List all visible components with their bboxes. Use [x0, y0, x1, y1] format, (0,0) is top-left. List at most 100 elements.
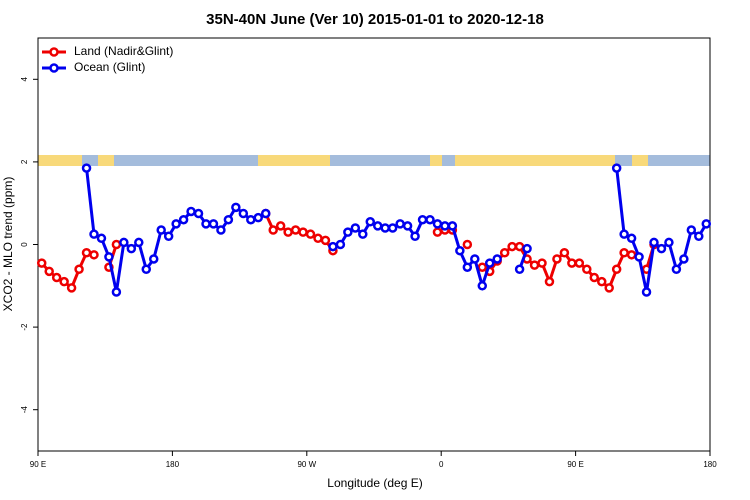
data-point	[417, 214, 428, 225]
data-point	[343, 227, 353, 237]
data-point	[470, 254, 480, 264]
data-point	[477, 281, 488, 291]
data-point	[514, 241, 525, 252]
data-point	[619, 229, 629, 239]
data-point	[298, 227, 308, 237]
x-tick-label: 90 E	[567, 460, 583, 469]
y-axis-label: XCO2 - MLO trend (ppm)	[1, 177, 15, 312]
land-strip	[38, 155, 82, 166]
data-point	[335, 239, 346, 250]
data-point	[589, 272, 600, 283]
data-point	[260, 208, 271, 219]
data-point	[529, 260, 540, 270]
chart-title: 35N-40N June (Ver 10) 2015-01-01 to 2020…	[206, 11, 544, 28]
data-point	[268, 225, 278, 235]
y-tick-label: -2	[20, 323, 29, 331]
data-point	[104, 252, 114, 262]
data-point	[537, 258, 547, 268]
data-point	[358, 229, 368, 239]
data-point	[544, 276, 555, 287]
y-tick-label: 0	[20, 242, 29, 247]
data-point	[679, 254, 689, 264]
data-point	[432, 219, 443, 229]
data-point	[201, 219, 211, 229]
data-point	[499, 248, 510, 258]
y-tick-label: 2	[20, 159, 29, 164]
data-point	[111, 239, 122, 250]
data-point	[626, 250, 637, 260]
data-point	[156, 225, 166, 235]
legend: Land (Nadir&Glint) Ocean (Glint)	[42, 44, 173, 74]
data-point	[328, 241, 338, 252]
data-point	[81, 163, 92, 173]
data-point	[238, 208, 249, 219]
data-point	[567, 258, 577, 268]
series-line	[85, 167, 267, 293]
data-point	[552, 254, 562, 264]
data-point	[36, 258, 47, 268]
data-point	[134, 237, 144, 248]
data-point	[275, 221, 286, 231]
land-strip	[430, 155, 442, 166]
data-point	[141, 264, 152, 275]
data-point	[305, 229, 316, 239]
data-point	[208, 219, 219, 229]
data-point	[656, 243, 667, 254]
data-point	[380, 223, 390, 233]
legend-marker	[49, 47, 59, 57]
data-point	[507, 241, 517, 252]
data-point	[119, 237, 129, 248]
data-point	[626, 233, 637, 244]
y-tick-label: -4	[20, 406, 29, 414]
data-point	[193, 208, 204, 219]
data-point	[611, 163, 622, 173]
x-tick-label: 0	[439, 460, 444, 469]
data-point	[171, 219, 181, 229]
data-point	[462, 239, 473, 250]
data-point	[694, 231, 704, 241]
data-point	[74, 264, 84, 275]
data-point	[447, 221, 458, 231]
data-point	[619, 248, 629, 258]
data-point	[223, 214, 234, 225]
x-tick-label: 180	[166, 460, 180, 469]
surface-strip	[38, 155, 710, 166]
data-point	[671, 264, 682, 275]
data-point	[596, 276, 607, 287]
data-point	[484, 258, 495, 268]
data-point	[89, 250, 99, 260]
data-point	[66, 283, 77, 293]
data-point	[163, 231, 174, 241]
data-point	[253, 212, 264, 223]
data-point	[231, 202, 241, 213]
data-point	[477, 262, 488, 272]
land-strip	[98, 155, 114, 166]
ocean-strip	[38, 155, 710, 166]
data-point	[432, 227, 443, 237]
land-strip	[258, 155, 330, 166]
data-point	[313, 233, 323, 244]
data-point	[148, 254, 159, 264]
legend-label: Ocean (Glint)	[74, 60, 145, 74]
data-point	[664, 237, 674, 248]
data-point	[574, 258, 585, 268]
data-point	[387, 223, 398, 233]
data-point	[410, 231, 420, 241]
data-point	[111, 287, 122, 297]
data-point	[611, 264, 622, 275]
land-strip	[455, 155, 615, 166]
data-point	[290, 225, 301, 235]
data-point	[44, 266, 54, 277]
data-point	[455, 245, 465, 256]
data-point	[89, 229, 99, 239]
data-point	[425, 214, 435, 225]
x-tick-label: 90 W	[297, 460, 316, 469]
data-point	[604, 283, 614, 293]
data-point	[634, 252, 644, 262]
data-point	[701, 219, 712, 229]
data-point	[59, 276, 69, 287]
x-tick-label: 180	[703, 460, 717, 469]
data-point	[216, 225, 226, 235]
data-point	[320, 235, 331, 246]
